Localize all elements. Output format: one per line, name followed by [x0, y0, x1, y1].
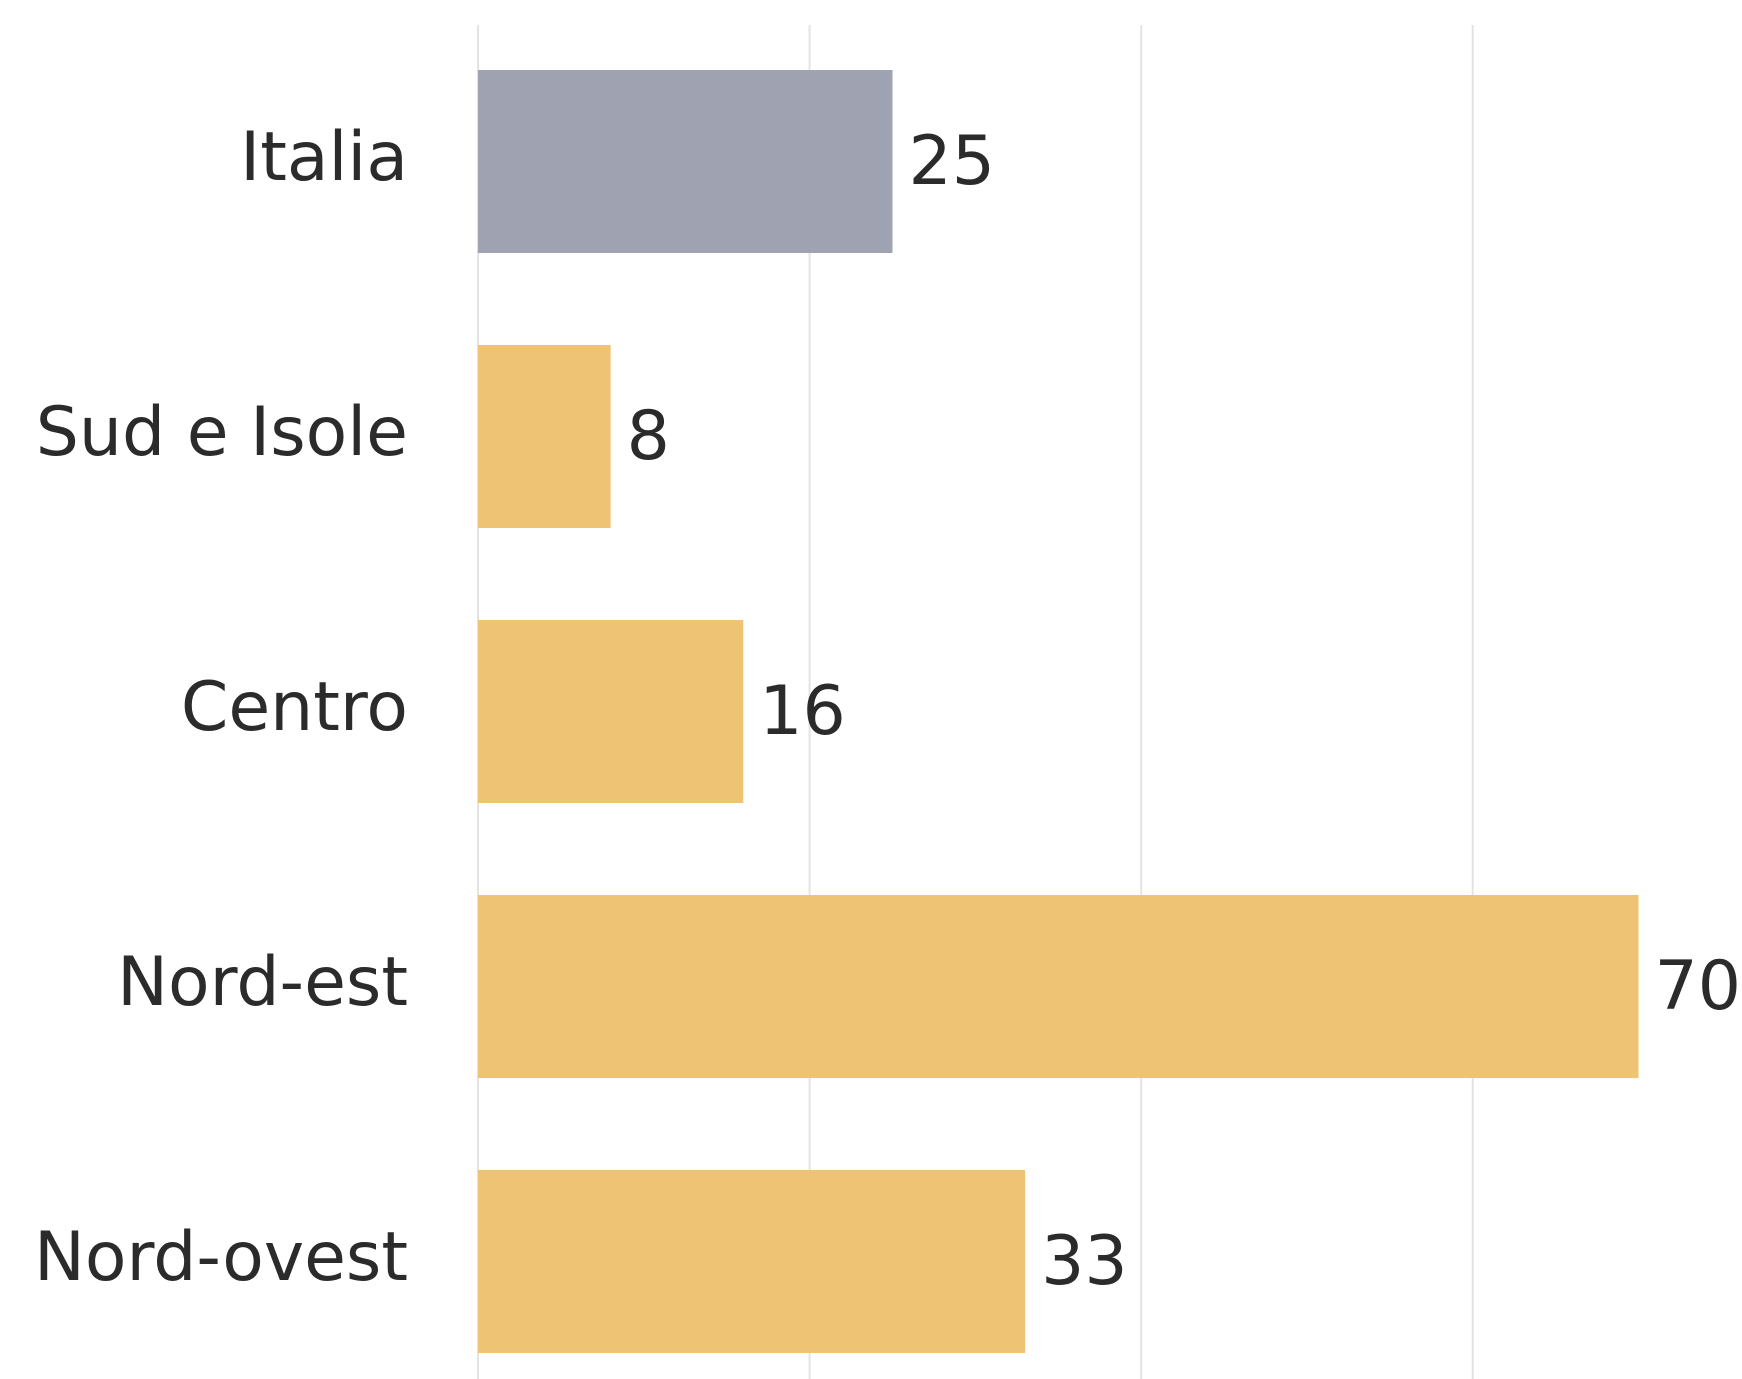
y-tick-label: Nord-est — [117, 943, 408, 1022]
value-label: 33 — [1041, 1222, 1128, 1301]
bar — [478, 1170, 1026, 1353]
bar — [478, 345, 611, 528]
y-tick-label: Italia — [240, 118, 408, 197]
bar — [478, 895, 1639, 1078]
y-tick-label: Centro — [181, 668, 408, 747]
y-tick-label: Sud e Isole — [36, 393, 408, 472]
value-label: 70 — [1655, 947, 1742, 1026]
bar — [478, 620, 744, 803]
value-label: 8 — [627, 397, 670, 476]
bar — [478, 70, 893, 253]
value-label: 16 — [759, 672, 846, 751]
y-tick-label: Nord-ovest — [34, 1218, 408, 1297]
value-label: 25 — [908, 122, 995, 201]
